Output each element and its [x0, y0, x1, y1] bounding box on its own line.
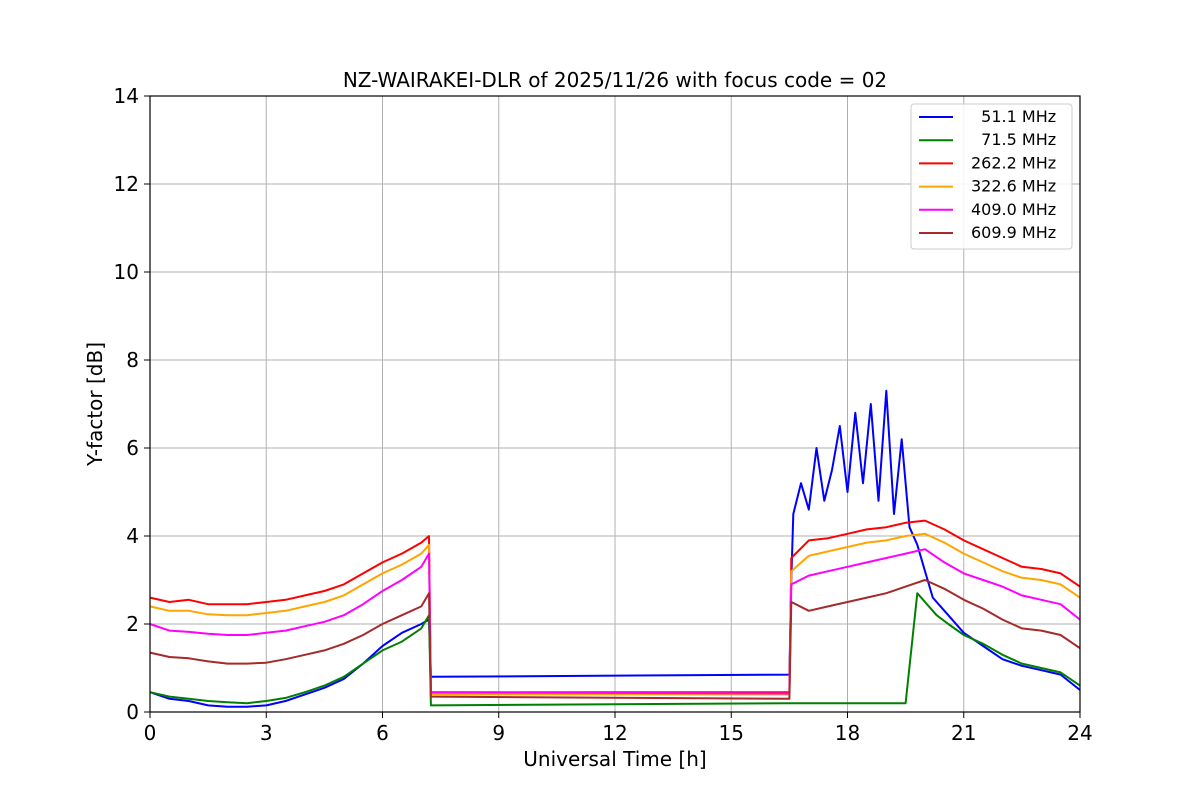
y-tick-label: 2 — [126, 612, 139, 636]
y-tick-label: 6 — [126, 436, 139, 460]
series-layer — [149, 389, 1081, 708]
y-tick-label: 10 — [114, 260, 139, 284]
x-tick-label: 21 — [951, 721, 976, 745]
legend-items: 51.1 MHz 71.5 MHz 262.2 MHz 322.6 MHz 409.0… — [919, 107, 1056, 242]
x-tick-label: 6 — [376, 721, 389, 745]
legend-label: 409.0 MHz — [971, 200, 1056, 219]
x-tick-label: 12 — [602, 721, 627, 745]
legend-label: 262.2 MHz — [971, 153, 1056, 172]
legend-label: 609.9 MHz — [971, 223, 1056, 242]
x-axis-label: Universal Time [h] — [523, 747, 706, 771]
chart-title: NZ-WAIRAKEI-DLR of 2025/11/26 with focus… — [343, 68, 887, 92]
x-tick-label: 0 — [144, 721, 157, 745]
y-tick-label: 4 — [126, 524, 139, 548]
series-line-409-0-mhz — [149, 548, 1081, 695]
y-tick-label: 14 — [114, 84, 139, 108]
x-tick-label: 18 — [835, 721, 860, 745]
legend-label: 71.5 MHz — [971, 130, 1056, 149]
y-tick-label: 12 — [114, 172, 139, 196]
legend: 51.1 MHz 71.5 MHz 262.2 MHz 322.6 MHz 409.0… — [910, 103, 1073, 250]
y-tick-label: 8 — [126, 348, 139, 372]
y-tick-label: 0 — [126, 700, 139, 724]
x-tick-label: 3 — [260, 721, 273, 745]
series-line-322-6-mhz — [149, 532, 1081, 696]
legend-label: 51.1 MHz — [971, 107, 1056, 126]
x-tick-label: 9 — [492, 721, 505, 745]
legend-label: 322.6 MHz — [971, 177, 1056, 196]
x-tick-label: 15 — [719, 721, 744, 745]
series-line-51-1-mhz — [149, 389, 1081, 708]
x-tick-label: 24 — [1067, 721, 1092, 745]
series-line-609-9-mhz — [149, 579, 1081, 700]
y-axis-label: Y-factor [dB] — [83, 342, 107, 467]
